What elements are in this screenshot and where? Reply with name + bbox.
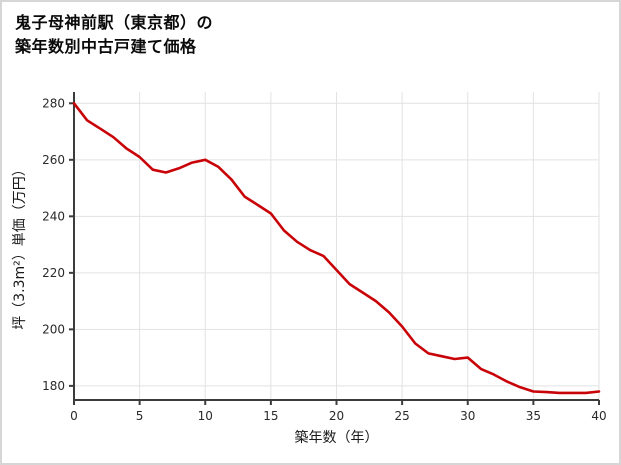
y-tick-label: 260 bbox=[42, 153, 65, 167]
y-tick-label: 180 bbox=[42, 379, 65, 393]
x-tick-label: 35 bbox=[526, 409, 541, 423]
chart-title: 鬼子母神前駅（東京都）の 築年数別中古戸建て価格 bbox=[15, 11, 213, 59]
x-tick-label: 15 bbox=[263, 409, 278, 423]
x-tick-label: 25 bbox=[394, 409, 409, 423]
y-axis-label: 坪（3.3m²）単価（万円） bbox=[12, 162, 28, 330]
y-tick-label: 200 bbox=[42, 322, 65, 336]
y-tick-label: 280 bbox=[42, 96, 65, 110]
x-tick-label: 10 bbox=[198, 409, 213, 423]
x-tick-label: 20 bbox=[329, 409, 344, 423]
chart-title-line1: 鬼子母神前駅（東京都）の bbox=[15, 13, 214, 32]
y-tick-label: 240 bbox=[42, 209, 65, 223]
y-tick-label: 220 bbox=[42, 266, 65, 280]
x-tick-label: 5 bbox=[136, 409, 144, 423]
x-tick-label: 30 bbox=[460, 409, 475, 423]
x-tick-label: 40 bbox=[591, 409, 606, 423]
price-line-series bbox=[72, 102, 601, 395]
chart-title-line2: 築年数別中古戸建て価格 bbox=[15, 37, 197, 56]
x-axis-label: 築年数（年） bbox=[295, 430, 379, 446]
x-tick-label: 0 bbox=[70, 409, 78, 423]
